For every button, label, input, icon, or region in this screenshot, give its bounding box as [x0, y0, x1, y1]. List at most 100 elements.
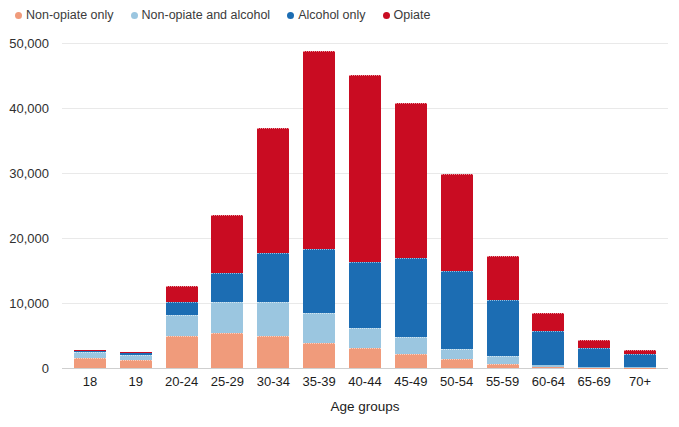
bar-segment-non-opiate-and-alcohol — [166, 315, 198, 336]
x-tick-label-40-44: 40-44 — [342, 374, 388, 389]
bar-segment-opiate — [257, 128, 289, 253]
legend-item-non-opiate-only: Non-opiate only — [15, 8, 114, 22]
bar-segment-non-opiate-only — [487, 364, 519, 368]
x-tick-label-25-29: 25-29 — [205, 374, 251, 389]
bar-segment-non-opiate-only — [303, 343, 335, 368]
y-tick-label: 40,000 — [9, 101, 49, 116]
stacked-bar-50-54 — [441, 174, 473, 368]
legend-item-alcohol-only: Alcohol only — [287, 8, 365, 22]
bar-column-65-69 — [571, 43, 617, 368]
x-tick-label-65-69: 65-69 — [571, 374, 617, 389]
bar-segment-non-opiate-only — [120, 360, 152, 368]
bar-column-70+ — [617, 43, 663, 368]
bar-segment-alcohol-only — [166, 302, 198, 315]
bar-segment-alcohol-only — [349, 262, 381, 328]
y-tick-label: 0 — [42, 361, 49, 376]
y-tick-label: 20,000 — [9, 231, 49, 246]
bar-segment-non-opiate-and-alcohol — [395, 337, 427, 354]
bar-segment-non-opiate-and-alcohol — [441, 349, 473, 359]
bar-segment-opiate — [349, 75, 381, 262]
stacked-bar-65-69 — [578, 340, 610, 368]
bar-segment-non-opiate-and-alcohol — [349, 328, 381, 349]
bar-column-20-24 — [159, 43, 205, 368]
stacked-bar-25-29 — [211, 215, 243, 368]
bar-segment-non-opiate-only — [349, 348, 381, 368]
legend-item-non-opiate-and-alcohol: Non-opiate and alcohol — [131, 8, 271, 22]
x-tick-label-45-49: 45-49 — [388, 374, 434, 389]
legend-label: Opiate — [394, 8, 431, 22]
bar-segment-alcohol-only — [487, 300, 519, 356]
plot-area — [62, 43, 668, 369]
bar-segment-alcohol-only — [303, 249, 335, 312]
bar-segment-opiate — [441, 174, 473, 271]
x-tick-label-20-24: 20-24 — [159, 374, 205, 389]
bar-segment-alcohol-only — [578, 348, 610, 367]
bar-segment-non-opiate-and-alcohol — [303, 313, 335, 343]
y-tick-label: 50,000 — [9, 36, 49, 51]
x-tick-label-50-54: 50-54 — [434, 374, 480, 389]
bar-segment-alcohol-only — [441, 271, 473, 349]
bar-segment-opiate — [166, 286, 198, 302]
legend-dot-icon — [15, 12, 22, 19]
x-tick-label-30-34: 30-34 — [250, 374, 296, 389]
bar-column-50-54 — [434, 43, 480, 368]
legend-dot-icon — [287, 12, 294, 19]
stacked-bar-30-34 — [257, 128, 289, 368]
bar-segment-alcohol-only — [211, 273, 243, 302]
bar-column-45-49 — [388, 43, 434, 368]
bar-segment-opiate — [578, 340, 610, 348]
bars — [62, 43, 668, 368]
stacked-bar-19 — [120, 352, 152, 368]
x-tick-label-35-39: 35-39 — [296, 374, 342, 389]
bar-segment-opiate — [532, 313, 564, 331]
bar-segment-opiate — [395, 103, 427, 258]
bar-segment-alcohol-only — [257, 253, 289, 302]
bar-segment-non-opiate-only — [441, 359, 473, 368]
bar-segment-alcohol-only — [395, 258, 427, 337]
bar-segment-opiate — [303, 51, 335, 250]
bar-segment-alcohol-only — [624, 354, 656, 367]
legend-label: Non-opiate only — [26, 8, 114, 22]
bar-column-30-34 — [250, 43, 296, 368]
x-tick-label-18: 18 — [67, 374, 113, 389]
bar-segment-non-opiate-only — [211, 333, 243, 368]
bar-segment-alcohol-only — [532, 331, 564, 365]
stacked-bar-40-44 — [349, 75, 381, 368]
stacked-bar-60-64 — [532, 313, 564, 368]
legend-item-opiate: Opiate — [383, 8, 431, 22]
bar-column-40-44 — [342, 43, 388, 368]
bar-segment-non-opiate-only — [532, 367, 564, 368]
stacked-bar-18 — [74, 350, 106, 368]
bar-column-55-59 — [480, 43, 526, 368]
chart-legend: Non-opiate only Non-opiate and alcohol Alc… — [15, 8, 430, 22]
x-axis-title: Age groups — [62, 399, 668, 414]
stacked-bar-chart: Non-opiate only Non-opiate and alcohol Alc… — [0, 0, 679, 427]
legend-label: Non-opiate and alcohol — [142, 8, 271, 22]
bar-segment-non-opiate-only — [74, 358, 106, 368]
bar-segment-non-opiate-only — [395, 354, 427, 368]
bar-segment-non-opiate-and-alcohol — [257, 302, 289, 336]
bar-segment-non-opiate-and-alcohol — [211, 302, 243, 334]
x-tick-label-70+: 70+ — [617, 374, 663, 389]
stacked-bar-45-49 — [395, 103, 427, 368]
y-axis-tick-labels: 010,00020,00030,00040,00050,000 — [0, 43, 55, 368]
bar-segment-non-opiate-only — [257, 336, 289, 368]
legend-label: Alcohol only — [298, 8, 365, 22]
stacked-bar-70+ — [624, 350, 656, 368]
bar-column-35-39 — [296, 43, 342, 368]
bar-column-25-29 — [205, 43, 251, 368]
legend-dot-icon — [131, 12, 138, 19]
stacked-bar-35-39 — [303, 51, 335, 368]
bar-column-19 — [113, 43, 159, 368]
bar-segment-opiate — [211, 215, 243, 273]
bar-column-18 — [67, 43, 113, 368]
x-axis-tick-labels: 181920-2425-2930-3435-3940-4445-4950-545… — [62, 374, 668, 389]
x-tick-label-55-59: 55-59 — [480, 374, 526, 389]
bar-segment-non-opiate-only — [166, 336, 198, 368]
stacked-bar-55-59 — [487, 256, 519, 368]
legend-dot-icon — [383, 12, 390, 19]
y-tick-label: 30,000 — [9, 166, 49, 181]
bar-segment-non-opiate-and-alcohol — [487, 356, 519, 364]
x-tick-label-19: 19 — [113, 374, 159, 389]
y-tick-label: 10,000 — [9, 296, 49, 311]
